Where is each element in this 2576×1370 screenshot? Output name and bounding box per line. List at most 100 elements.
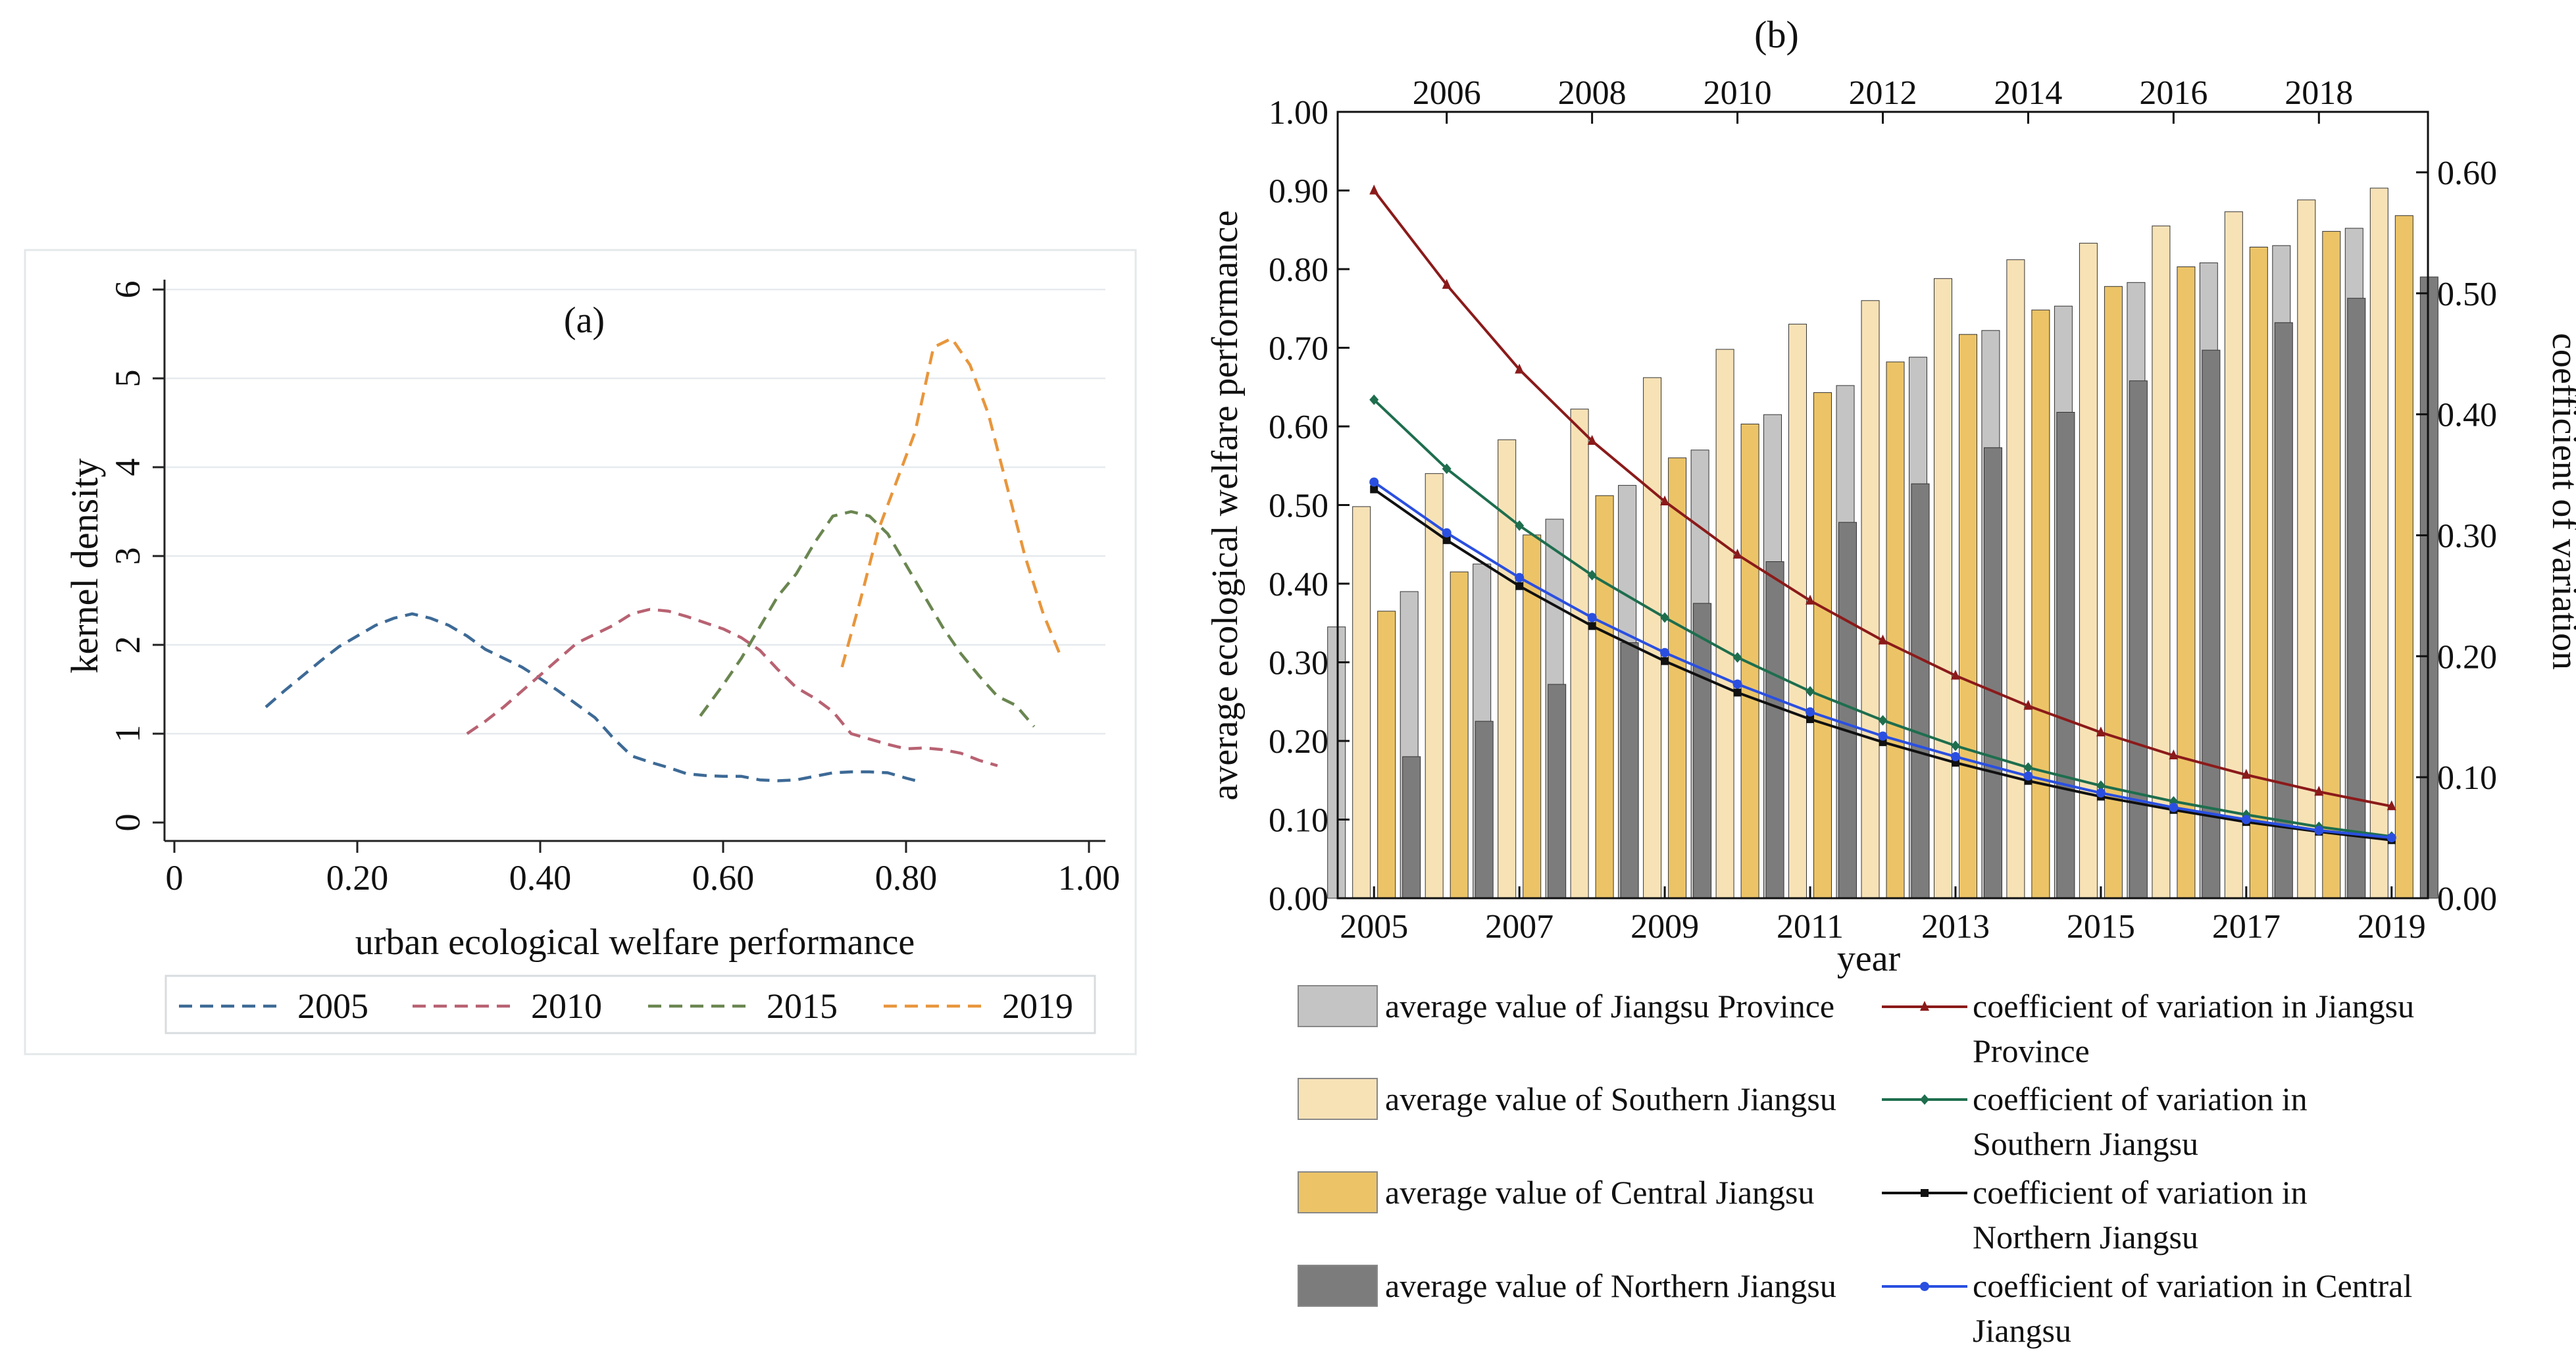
panel-a-y-tick-label: 4 <box>108 459 147 476</box>
panel-a-y-tick-label: 2 <box>108 636 147 654</box>
panel-b-y-tick-label: 0.70 <box>1269 330 1328 368</box>
panel-b-y-label: average ecological welfare performance <box>1205 211 1246 801</box>
panel-b-y-tick-label: 0.00 <box>1269 880 1328 918</box>
cv-marker-2018 <box>2314 786 2324 796</box>
panel-b-y2-tick-label: 0.20 <box>2437 638 2497 676</box>
legend-line-marker <box>1921 1189 1929 1197</box>
bar-average-value-of-central-jiangsu-2013 <box>1959 334 1977 899</box>
panel-a-y-label: kernel density <box>63 459 106 674</box>
panel-b-y2-tick-label: 0.40 <box>2437 397 2497 434</box>
panel-b-y2-tick-label: 0.30 <box>2437 517 2497 555</box>
cv-marker-2008 <box>1588 622 1596 630</box>
bar-average-value-of-southern-jiangsu-2014 <box>2006 259 2025 899</box>
cv-marker-2005 <box>1370 485 1378 494</box>
legend-line-marker <box>1920 1001 1929 1011</box>
legend-line-label: coefficient of variation in <box>1973 1080 2308 1117</box>
legend-label-2005: 2005 <box>297 986 368 1026</box>
panel-b-y-tick-label: 0.90 <box>1269 173 1328 211</box>
panel-a-y-tick-label: 1 <box>108 725 147 743</box>
panel-b-y2-tick-label: 0.10 <box>2437 759 2497 797</box>
cv-marker-2005 <box>1369 394 1379 405</box>
density-line-2010 <box>466 607 998 767</box>
bar-average-value-of-central-jiangsu-2006 <box>1450 571 1469 899</box>
bar-average-value-of-northern-jiangsu-2019 <box>2419 276 2438 899</box>
bar-average-value-of-northern-jiangsu-2014 <box>2056 412 2075 899</box>
bar-average-value-of-central-jiangsu-2019 <box>2394 215 2413 899</box>
panel-a-x-tick-label: 0.40 <box>509 858 572 898</box>
cv-marker-2016 <box>2169 749 2179 760</box>
bar-average-value-of-central-jiangsu-2016 <box>2177 266 2196 899</box>
panel-a-y-tick-label: 0 <box>108 814 147 832</box>
legend-line-label: coefficient of variation in Central <box>1973 1267 2412 1304</box>
bar-average-value-of-central-jiangsu-2012 <box>1886 361 1905 899</box>
bar-average-value-of-southern-jiangsu-2007 <box>1498 439 1517 899</box>
bar-average-value-of-southern-jiangsu-2009 <box>1643 377 1662 899</box>
bar-average-value-of-northern-jiangsu-2011 <box>1838 522 1857 899</box>
cv-marker-2017 <box>2241 769 2251 779</box>
bar-average-value-of-northern-jiangsu-2013 <box>1984 447 2002 899</box>
legend-line-label: coefficient of variation in Jiangsu <box>1973 988 2414 1025</box>
panel-a-x-tick-label: 0.80 <box>875 858 938 898</box>
cv-marker-2006 <box>1442 278 1452 289</box>
legend-bar-label: average value of Southern Jiangsu <box>1385 1080 1836 1117</box>
legend-bar-swatch <box>1298 1171 1378 1213</box>
bar-average-value-of-central-jiangsu-2018 <box>2322 231 2341 899</box>
cv-marker-2009 <box>1660 495 1670 505</box>
cv-marker-2015 <box>2096 726 2106 737</box>
panel-b-y-tick-label: 0.50 <box>1269 488 1328 525</box>
welfare-performance-panel: (b) 0.00 0.10 0.20 0.30 0.40 0.50 0.60 0.70 0.80… <box>1205 13 2576 1349</box>
legend-line-label-cont: Jiangsu <box>1973 1312 2071 1349</box>
panel-b-y2-label: coefficient of variation <box>2544 333 2576 670</box>
bar-average-value-of-northern-jiangsu-2018 <box>2347 297 2366 899</box>
bar-average-value-of-southern-jiangsu-2012 <box>1861 300 1880 899</box>
bar-average-value-of-northern-jiangsu-2007 <box>1548 684 1567 899</box>
panel-a-gridlines <box>166 288 1105 735</box>
bar-average-value-of-central-jiangsu-2015 <box>2104 286 2123 899</box>
panel-b-top-tick-label: 2008 <box>1558 74 1627 112</box>
cv-marker-2011 <box>1806 686 1815 697</box>
panel-a-x-tick-label: 0.60 <box>692 858 755 898</box>
cv-marker-2012 <box>1878 715 1888 726</box>
cv-marker-2019 <box>2387 800 2396 811</box>
cv-marker-2011 <box>1806 707 1815 717</box>
bar-average-value-of-southern-jiangsu-2013 <box>1934 278 1952 899</box>
cv-marker-2018 <box>2314 826 2324 836</box>
panel-b-y2-tick-label: 0.60 <box>2437 155 2497 192</box>
cv-marker-2015 <box>2096 788 2106 798</box>
bar-average-value-of-southern-jiangsu-2016 <box>2152 225 2171 899</box>
panel-b-y-tick-label: 0.30 <box>1269 645 1328 682</box>
density-line-2015 <box>699 510 1036 728</box>
panel-a-x-tick-label: 1.00 <box>1058 858 1121 898</box>
panel-b-cv-lines <box>1369 184 2396 844</box>
cv-marker-2006 <box>1442 528 1452 538</box>
bar-average-value-of-jiangsu-province-2005 <box>1327 626 1346 899</box>
cv-marker-2009 <box>1661 657 1669 665</box>
bar-average-value-of-central-jiangsu-2007 <box>1523 534 1542 899</box>
legend-line-label-cont: Northern Jiangsu <box>1973 1219 2198 1256</box>
bar-average-value-of-northern-jiangsu-2008 <box>1620 642 1639 899</box>
panel-b-x-tick-label: 2013 <box>1921 908 1990 946</box>
cv-marker-2013 <box>1950 669 1960 680</box>
bar-average-value-of-southern-jiangsu-2018 <box>2297 199 2316 899</box>
cv-marker-2013 <box>1950 751 1960 761</box>
bar-average-value-of-northern-jiangsu-2017 <box>2274 322 2293 899</box>
cv-marker-2006 <box>1442 463 1452 474</box>
cv-marker-2008 <box>1587 613 1597 622</box>
panel-a-legend-box <box>164 975 1096 1034</box>
bar-average-value-of-northern-jiangsu-2005 <box>1402 756 1421 899</box>
bar-average-value-of-central-jiangsu-2011 <box>1813 392 1832 899</box>
panel-b-bars <box>1327 188 2438 899</box>
panel-a-x-tick-label: 0 <box>166 858 184 898</box>
cv-marker-2010 <box>1732 548 1742 559</box>
panel-a-frame <box>24 249 1137 1055</box>
panel-a-x-label: urban ecological welfare performance <box>355 922 915 963</box>
panel-b-title: (b) <box>1754 13 1799 56</box>
panel-b-y2-tick-label: 0.50 <box>2437 276 2497 313</box>
panel-b-top-tick-label: 2010 <box>1704 74 1772 112</box>
panel-b-x-tick-label: 2019 <box>2358 908 2426 946</box>
panel-b-x-tick-label: 2007 <box>1485 908 1553 946</box>
cv-marker-2009 <box>1660 612 1670 623</box>
bar-average-value-of-central-jiangsu-2014 <box>2031 309 2050 899</box>
panel-b-legend: average value of Jiangsu Province coeffic… <box>1298 985 2414 1349</box>
legend-bar-label: average value of Northern Jiangsu <box>1385 1267 1836 1304</box>
